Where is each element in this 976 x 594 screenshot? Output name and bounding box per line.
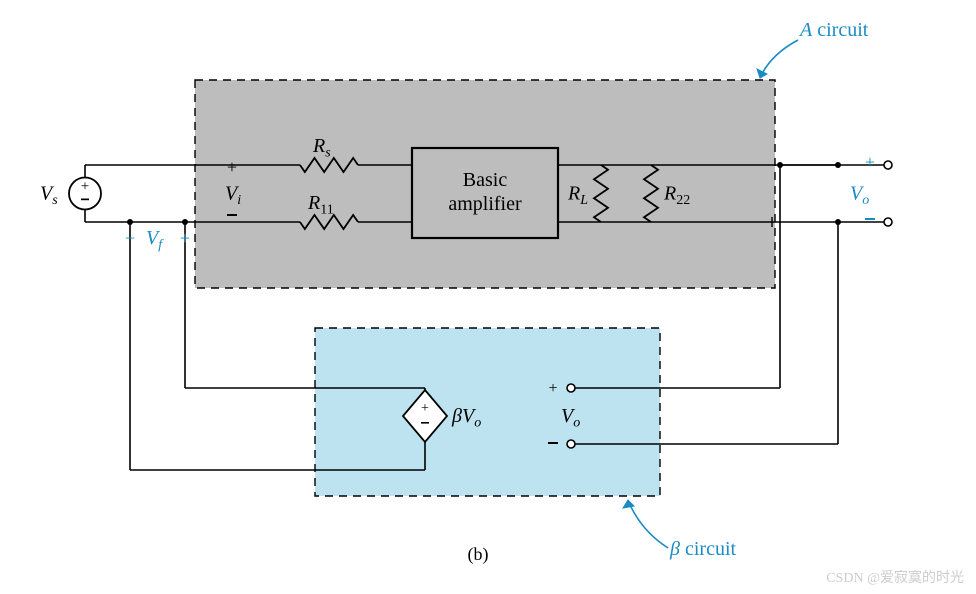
svg-text:+: + (548, 380, 557, 397)
svg-text:+: + (81, 179, 89, 195)
svg-text:A circuit: A circuit (798, 19, 869, 41)
svg-text:+: + (865, 152, 875, 172)
svg-text:Basic: Basic (463, 169, 508, 191)
svg-text:(b): (b) (468, 544, 489, 565)
svg-text:+: + (421, 401, 429, 416)
svg-text:+: + (227, 157, 237, 177)
svg-text:CSDN @爱寂寞的时光: CSDN @爱寂寞的时光 (826, 570, 964, 586)
svg-text:+: + (180, 228, 190, 248)
svg-text:β circuit: β circuit (669, 538, 736, 560)
svg-text:amplifier: amplifier (448, 193, 522, 215)
svg-text:−: − (125, 228, 135, 248)
